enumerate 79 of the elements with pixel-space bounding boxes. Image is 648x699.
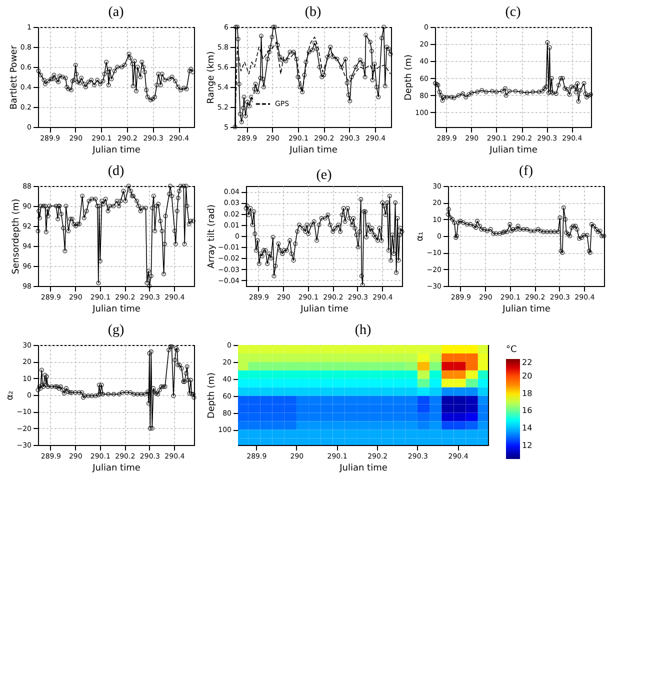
point <box>507 88 512 94</box>
point <box>576 99 581 104</box>
color-bar-label: 16 <box>522 406 532 416</box>
point <box>519 90 524 94</box>
point <box>578 88 582 93</box>
x-axis-title: Julian time <box>300 304 349 314</box>
color-bar-label: 14 <box>522 424 532 433</box>
point <box>504 93 508 98</box>
point <box>556 82 561 88</box>
point <box>574 90 578 94</box>
chart-title: (d) <box>108 164 124 179</box>
point <box>548 90 553 94</box>
color-bar-label: 22 <box>522 358 532 367</box>
point <box>449 94 454 100</box>
point <box>583 91 588 96</box>
x-axis-title: Julian time <box>288 146 338 156</box>
point <box>469 90 474 96</box>
x-axis-title: Julian time <box>92 464 141 474</box>
point <box>550 90 555 96</box>
point <box>569 84 574 90</box>
point <box>547 45 552 50</box>
point <box>490 88 494 94</box>
point <box>582 81 586 86</box>
point <box>575 81 580 86</box>
point <box>464 94 468 100</box>
point <box>549 76 554 81</box>
point <box>484 90 488 94</box>
y-axis-title: Depth (m) <box>207 372 218 419</box>
chart-title: (e) <box>316 168 332 183</box>
y-axis-title: α₂ <box>6 390 16 400</box>
x-axis-title: Julian time <box>92 146 141 156</box>
point <box>562 86 568 91</box>
x-axis-title: Julian time <box>92 304 141 314</box>
y-axis-title: Range (km) <box>206 51 216 104</box>
point <box>438 93 444 98</box>
chart-title: (g) <box>108 323 124 338</box>
color-bar-label: 12 <box>522 440 532 450</box>
point <box>565 87 570 92</box>
color-bar-label: 18 <box>522 388 532 398</box>
chart-title: (b) <box>304 5 322 20</box>
point <box>480 88 484 93</box>
point <box>546 90 551 96</box>
y-axis-title: α₁ <box>416 231 426 242</box>
point <box>558 76 563 81</box>
point <box>460 91 466 96</box>
point <box>530 90 536 94</box>
point <box>502 86 508 91</box>
chart-title: (c) <box>505 5 522 20</box>
point <box>545 40 550 45</box>
point <box>444 94 450 100</box>
point <box>452 96 456 100</box>
point <box>456 93 461 98</box>
point <box>560 76 565 81</box>
point <box>513 88 518 94</box>
chart-title: (h) <box>354 323 372 338</box>
x-axis-title: Julian time <box>502 304 551 314</box>
point <box>567 92 572 97</box>
point <box>440 98 445 103</box>
point <box>494 90 499 94</box>
point <box>500 88 504 94</box>
y-axis-title: Depth (m) <box>404 54 414 101</box>
y-axis-title: Bartlett Power <box>9 45 20 110</box>
x-axis-title: Julian time <box>488 146 538 156</box>
point <box>475 90 480 94</box>
chart-title: (a) <box>108 5 124 20</box>
chart-title: (f) <box>519 164 534 179</box>
point <box>536 90 542 94</box>
color-bar-title: °C <box>506 345 517 355</box>
point <box>437 90 442 94</box>
color-bar-label: 20 <box>522 371 532 380</box>
point <box>540 88 545 94</box>
point <box>524 90 530 96</box>
y-axis-title: Array tilt (rad) <box>207 204 218 268</box>
point <box>554 91 558 96</box>
point <box>572 84 578 90</box>
y-axis-title: Sensordepth (m) <box>12 198 22 274</box>
point <box>466 92 472 97</box>
x-axis-title: Julian time <box>338 464 388 474</box>
point <box>442 94 446 100</box>
